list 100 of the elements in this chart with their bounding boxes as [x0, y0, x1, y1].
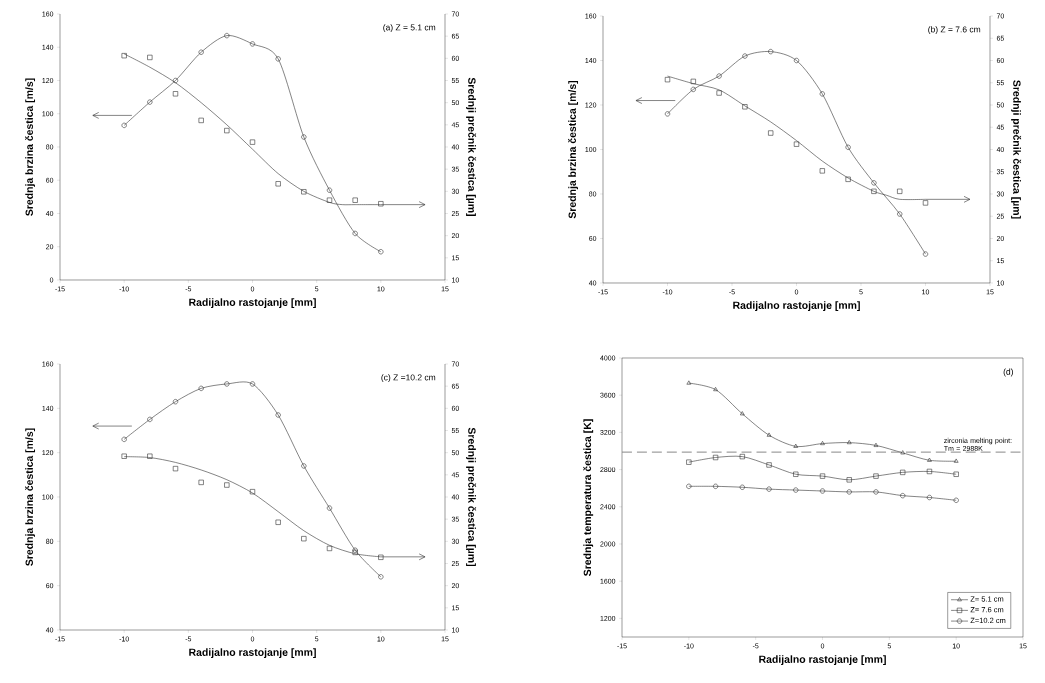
point [172, 77, 179, 84]
text: (b) Z = 7.6 cm [928, 26, 981, 35]
point [275, 181, 281, 187]
point [845, 144, 851, 150]
point [301, 189, 307, 195]
point [897, 211, 903, 217]
point [352, 197, 358, 203]
point [871, 188, 877, 194]
point [900, 493, 906, 499]
y-axis-title: Srednja brzina čestica [m/s] [25, 428, 36, 566]
point [198, 49, 204, 55]
point [352, 549, 358, 556]
point [793, 487, 799, 493]
point [846, 489, 852, 495]
point [742, 53, 748, 59]
point [900, 469, 906, 475]
point [224, 381, 230, 387]
text: (c) Z =10.2 cm [381, 374, 436, 383]
point [172, 91, 179, 97]
point [249, 381, 256, 387]
y2-axis-title: Srednji prečnik čestica [µm] [466, 77, 477, 216]
point [819, 473, 826, 479]
point [275, 412, 281, 418]
point [900, 450, 905, 455]
point [871, 180, 877, 186]
point [198, 385, 204, 391]
y2-axis-title: Srednji prečnik čestica [µm] [466, 427, 477, 566]
point [716, 90, 722, 96]
point [742, 104, 748, 110]
point [301, 536, 307, 542]
point [873, 442, 879, 447]
point [147, 416, 153, 422]
point [690, 86, 696, 93]
point [768, 130, 774, 136]
point [926, 468, 933, 475]
point [326, 187, 333, 193]
point [739, 453, 745, 460]
point [378, 201, 384, 207]
x-axis-title: Radijalno rastojanje [mm] [759, 655, 886, 666]
point [766, 486, 772, 492]
point [172, 399, 179, 405]
point [172, 466, 179, 472]
point [712, 483, 719, 489]
point [121, 53, 127, 59]
point [664, 77, 671, 83]
point [249, 139, 256, 145]
point [224, 128, 230, 134]
y2-axis-title: Srednji prečnik čestica [µm] [1011, 80, 1022, 219]
point [712, 454, 719, 461]
point [766, 432, 772, 437]
point [793, 141, 800, 147]
point [301, 463, 307, 469]
point [249, 489, 256, 495]
point [768, 49, 774, 55]
point [352, 230, 358, 237]
point [846, 477, 852, 483]
point [121, 453, 127, 459]
point [713, 387, 718, 392]
point [793, 471, 799, 477]
point [378, 554, 384, 560]
line-series [686, 453, 959, 483]
point [766, 462, 772, 468]
text: (a) Z = 5.1 cm [383, 24, 436, 33]
point [927, 457, 932, 462]
point [873, 473, 879, 479]
point [198, 117, 204, 123]
y-axis-title: Srednja brzina čestica [m/s] [25, 78, 36, 216]
point [198, 479, 204, 485]
point [739, 484, 745, 490]
point [793, 443, 799, 448]
point [926, 494, 933, 501]
point [224, 33, 230, 39]
point [846, 440, 852, 445]
x-axis-title: Radijalno rastojanje [mm] [189, 298, 316, 309]
point [819, 91, 825, 97]
point [690, 78, 696, 84]
point [922, 200, 929, 206]
y-axis-title: Srednja temperatura čestica [K] [583, 419, 594, 576]
point [873, 489, 879, 495]
point [740, 411, 745, 416]
point [275, 56, 281, 62]
point [147, 54, 153, 61]
text: (d) [1003, 368, 1013, 377]
point [326, 545, 333, 552]
point [326, 505, 333, 511]
x-axis-title: Radijalno rastojanje [mm] [733, 301, 860, 312]
point [224, 482, 230, 488]
point [897, 188, 903, 194]
point [326, 197, 333, 203]
point [819, 488, 826, 494]
point [301, 134, 307, 140]
point [819, 168, 825, 174]
point [716, 73, 722, 79]
point [249, 41, 256, 47]
point [147, 453, 153, 459]
point [352, 547, 358, 553]
point [275, 519, 281, 525]
point [845, 176, 851, 182]
point [793, 57, 800, 64]
y-axis-title: Srednja brzina čestica [m/s] [568, 80, 579, 219]
